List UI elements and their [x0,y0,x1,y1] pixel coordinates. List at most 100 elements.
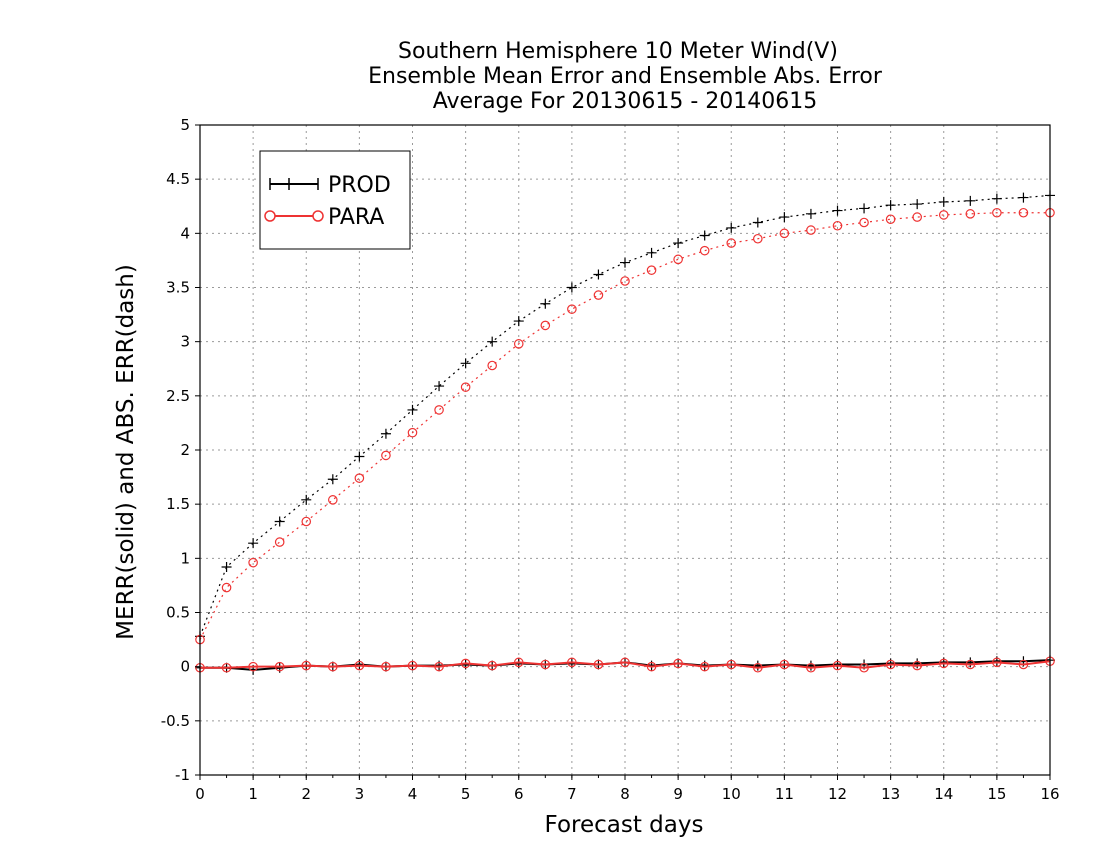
abs-error-point-prod-9 [434,381,445,392]
y-tick-label-8: 3 [180,333,190,351]
legend-label-para: PARA [328,205,384,230]
abs-error-point-para-27 [912,212,922,222]
abs-error-point-prod-7 [380,428,391,439]
abs-error-point-prod-3 [274,516,285,527]
y-tick-label-10: 4 [180,224,190,242]
mean-error-point-para-21 [753,662,763,673]
mean-error-point-para-19 [699,661,710,672]
abs-error-point-prod-21 [752,217,763,228]
abs-error-point-para-19 [699,245,710,256]
abs-error-point-prod-13 [540,298,551,309]
abs-error-point-para-18 [673,254,683,265]
abs-error-point-para-22 [779,228,790,239]
x-tick-label-9: 9 [673,785,683,803]
mean-error-point-para-17 [646,661,657,672]
abs-error-point-prod-11 [487,336,498,347]
abs-error-point-prod-6 [354,451,365,462]
x-tick-label-0: 0 [195,785,205,803]
abs-error-point-para-17 [646,265,657,275]
mean-error-point-para-5 [328,661,338,672]
abs-error-point-para-12 [513,339,524,349]
abs-error-point-prod-16 [620,257,630,268]
abs-error-point-prod-19 [699,230,710,241]
legend-marker-para-1 [264,210,276,222]
abs-error-point-prod-14 [566,282,577,293]
abs-error-point-prod-10 [460,358,471,369]
abs-error-point-prod-8 [407,404,418,415]
x-tick-label-13: 13 [881,785,900,803]
abs-error-point-prod-5 [327,474,338,485]
mean-error-point-para-29 [965,659,976,670]
chart-title-line-2: Ensemble Mean Error and Ensemble Abs. Er… [368,64,883,89]
x-tick-label-1: 1 [248,785,258,803]
mean-error-point-para-31 [1018,659,1029,670]
abs-error-point-para-1 [221,582,232,593]
legend: PROD PARA [259,150,411,250]
abs-error-point-para-29 [965,209,976,219]
abs-error-point-para-4 [301,516,312,527]
abs-error-point-prod-2 [248,538,259,549]
x-tick-label-16: 16 [1040,785,1059,803]
ticks: 0 1 2 3 4 5 6 7 8 9 10 11 12 13 14 15 16-1-0.500.511.522… [161,116,1060,803]
mean-error-point-para-16 [620,657,630,668]
mean-error-point-para-28 [938,658,949,669]
mean-error-line-para [200,660,1051,669]
y-tick-label-1: -0.5 [161,712,190,730]
abs-error-point-prod-1 [221,562,232,572]
mean-error-point-para-13 [540,659,551,670]
x-tick-label-11: 11 [775,785,794,803]
mean-error-point-para-25 [859,662,869,673]
mean-error-point-para-22 [779,659,790,670]
y-tick-label-2: 0 [180,658,190,676]
x-tick-label-4: 4 [408,785,418,803]
mean-error-point-para-12 [513,657,524,668]
abs-error-point-para-7 [381,450,391,461]
mean-error-point-para-9 [434,661,444,672]
mean-error-point-para-2 [248,661,258,672]
mean-error-point-para-6 [354,660,365,671]
y-tick-label-3: 0.5 [166,604,190,622]
x-tick-label-2: 2 [301,785,311,803]
mean-error-point-para-30 [992,657,1002,668]
y-tick-label-11: 4.5 [166,170,190,188]
abs-error-point-prod-29 [965,195,976,206]
mean-error-point-para-3 [274,661,285,672]
y-tick-label-4: 1 [180,549,190,567]
abs-error-point-para-21 [753,233,763,244]
abs-error-point-para-15 [593,290,604,300]
legend-box [259,150,411,250]
x-tick-label-7: 7 [567,785,577,803]
mean-error-point-para-15 [593,659,604,670]
abs-error-point-para-8 [407,427,418,438]
mean-error-point-para-4 [301,660,312,671]
abs-error-point-para-28 [938,210,949,220]
y-tick-label-0: -1 [175,766,190,784]
abs-error-point-prod-24 [832,205,843,216]
y-axis-title: MERR(solid) and ABS. ERR(dash) [113,264,139,640]
legend-label-prod: PROD [328,173,391,198]
abs-error-point-prod-18 [673,238,684,249]
x-axis-title: Forecast days [545,812,704,838]
abs-error-point-prod-12 [513,316,524,327]
mean-error-point-para-24 [832,660,843,671]
legend-marker-para-2 [312,210,324,222]
abs-error-point-para-30 [992,207,1002,218]
mean-error-point-para-7 [381,661,391,672]
x-tick-label-15: 15 [987,785,1006,803]
abs-error-point-prod-27 [912,199,923,210]
abs-error-point-prod-20 [726,222,737,233]
abs-error-point-prod-26 [885,200,896,211]
mean-error-point-para-11 [487,660,497,671]
y-tick-label-12: 5 [180,116,190,134]
y-tick-label-7: 2.5 [166,387,190,405]
abs-error-point-para-6 [354,473,365,483]
mean-error-point-para-18 [673,658,683,669]
mean-error-point-para-8 [407,660,418,671]
abs-error-point-prod-31 [1018,192,1029,203]
mean-error-point-para-1 [221,662,232,673]
abs-error-point-prod-23 [805,208,816,219]
abs-error-point-prod-30 [991,193,1002,204]
abs-error-point-para-26 [885,214,896,225]
abs-error-point-prod-22 [779,212,790,223]
